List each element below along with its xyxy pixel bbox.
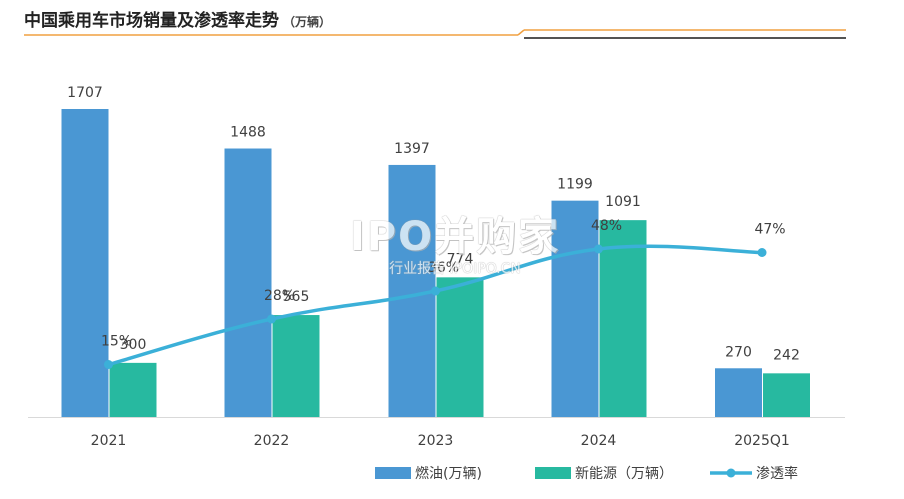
legend-label-nev: 新能源（万辆） (575, 466, 673, 482)
rate-point-2021 (104, 360, 113, 369)
bar-nev-2025Q1 (763, 373, 810, 417)
bar-label-nev-2021: 300 (120, 337, 147, 353)
bar-nev-2023 (436, 277, 484, 417)
rate-point-2022 (267, 314, 276, 324)
bar-label-nev-2025Q1: 242 (773, 347, 800, 363)
legend-label-fuel: 燃油(万辆) (415, 465, 482, 482)
rate-point-2023 (431, 286, 440, 296)
rate-label-2021: 15% (101, 334, 132, 350)
bar-nev-2021 (109, 362, 157, 417)
bar-nev-2022 (272, 315, 320, 417)
bar-label-nev-2022: 565 (283, 289, 310, 305)
title-underline-step (517, 29, 525, 36)
chart-title: 中国乘用车市场销量及渗透率走势 （万辆） (24, 6, 331, 31)
bar-label-fuel-2025Q1: 270 (725, 344, 752, 360)
x-tick-label-2023: 2023 (418, 433, 454, 449)
rate-point-2025Q1 (757, 248, 767, 257)
legend-swatch-nev (535, 467, 571, 479)
bar-label-nev-2023: 774 (447, 251, 474, 267)
rate-label-2025Q1: 47% (754, 222, 785, 238)
legend-label-rate: 渗透率 (756, 465, 798, 482)
bar-nev-2024 (599, 220, 647, 417)
bar-label-fuel-2022: 1488 (230, 125, 266, 141)
bar-label-fuel-2021: 1707 (67, 85, 103, 101)
bar-fuel-2021 (61, 109, 109, 417)
x-tick-label-2022: 2022 (254, 433, 290, 449)
x-tick-label-2021: 2021 (91, 433, 127, 449)
bar-fuel-2025Q1 (715, 368, 762, 417)
rate-label-2023: 36% (428, 260, 459, 276)
legend-swatch-fuel (375, 467, 411, 479)
bar-label-fuel-2023: 1397 (394, 141, 430, 157)
x-tick-label-2024: 2024 (581, 433, 617, 449)
rate-label-2022: 28% (264, 288, 295, 304)
chart-title-unit: （万辆） (283, 15, 332, 29)
bar-fuel-2024 (551, 200, 599, 417)
bar-label-fuel-2024: 1199 (557, 177, 593, 193)
bar-fuel-2022 (224, 148, 272, 417)
rate-label-2024: 48% (591, 218, 622, 234)
legend-marker-rate (726, 468, 736, 478)
x-tick-label-2025Q1: 2025Q1 (734, 433, 790, 449)
chart-title-main: 中国乘用车市场销量及渗透率走势 (24, 11, 279, 31)
rate-point-2024 (594, 244, 603, 254)
bar-label-nev-2024: 1091 (605, 194, 641, 210)
